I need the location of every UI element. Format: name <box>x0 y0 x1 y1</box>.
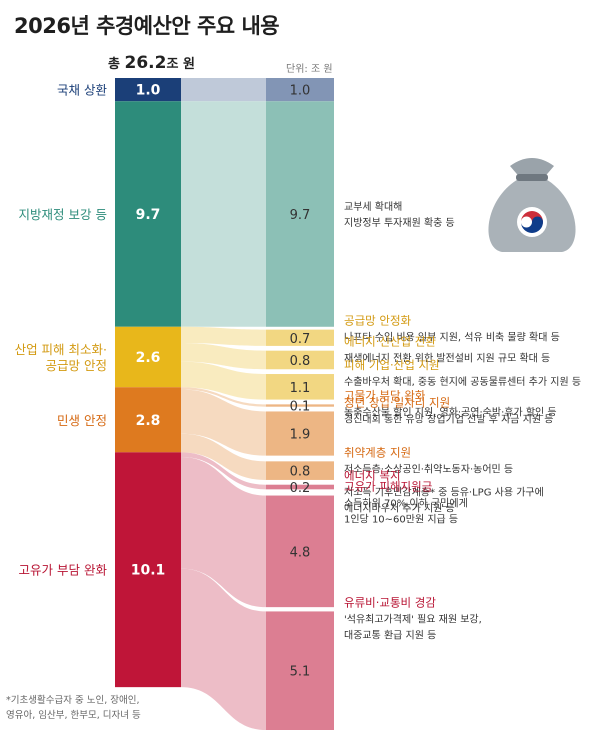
item-value-label: 0.1 <box>290 400 311 415</box>
footnote-line: 영유아, 임산부, 한부모, 디자녀 등 <box>6 710 141 721</box>
item-value-label: 0.8 <box>290 354 311 369</box>
flow-band <box>181 326 266 346</box>
flow-band <box>181 568 266 730</box>
flow-band <box>181 101 266 327</box>
category-value-label: 10.1 <box>131 563 166 579</box>
item-title: 에너지 복지 <box>344 469 401 483</box>
item-description: 수출바우처 확대, 중동 현지에 공동물류센터 추가 지원 등 <box>344 376 581 388</box>
item-description: '석유최고가격제' 필요 재원 보강, <box>344 612 482 625</box>
item-title: 청년 창업·일자리 지원 <box>344 395 450 409</box>
flow-band <box>181 78 266 102</box>
item-bar <box>266 411 334 456</box>
item-title: 유류비·교통비 경감 <box>344 595 436 609</box>
item-bar <box>266 374 334 400</box>
flow-band <box>181 387 266 407</box>
footnote: *기초생활수급자 중 노인, 장애인, 영유아, 임산부, 한부모, 디자녀 등 <box>6 693 141 723</box>
footnote-line: *기초생활수급자 중 노인, 장애인, <box>6 695 140 706</box>
category-value-label: 2.6 <box>136 350 161 366</box>
item-bar <box>266 78 334 102</box>
total-suffix: 조 원 <box>166 57 195 72</box>
item-value-label: 9.7 <box>290 208 311 223</box>
item-description: 1인당 10~60만원 지급 등 <box>344 514 458 526</box>
item-value-label: 0.8 <box>290 465 311 480</box>
category-label: 고유가 부담 완화 <box>19 563 108 578</box>
item-title: 피해 기업·산업 지원 <box>344 358 440 372</box>
item-value-label: 1.9 <box>290 428 311 443</box>
category-label: 민생 안정 <box>57 413 107 428</box>
category-bar <box>115 452 181 688</box>
item-description: 대중교통 환급 지원 등 <box>344 629 436 641</box>
category-bar <box>115 101 181 327</box>
item-description: 나프타 수입 비용 일부 지원, 석유 비축 물량 확대 등 <box>344 331 560 344</box>
flow-band <box>181 343 266 370</box>
total-amount: 총 26.2조 원 <box>108 53 195 73</box>
item-title: 공급망 안정화 <box>344 314 412 328</box>
item-value-label: 1.0 <box>290 84 311 99</box>
item-bar <box>266 484 334 490</box>
item-bar <box>266 495 334 608</box>
item-description: 저소득 기후민감계층* 중 등유·LPG 사용 가구에 <box>344 487 544 499</box>
item-description: 소득하위 70% 이하 국민에게 <box>344 497 468 510</box>
flow-band <box>181 456 266 608</box>
item-value-label: 5.1 <box>290 665 311 680</box>
item-description: 교부세 확대해 <box>344 200 402 213</box>
total-value: 26.2 <box>124 53 167 73</box>
item-title: 취약계층 지원 <box>344 445 411 459</box>
item-description: 농축수산물 할인 지원, 영화·공연·숙박·휴가 할인 등 <box>344 406 557 418</box>
category-bar <box>115 387 181 453</box>
item-title: 에너지·신산업 전환 <box>344 335 436 349</box>
flow-band <box>181 361 266 400</box>
item-value-label: 0.2 <box>290 481 311 496</box>
category-label: 공급망 안정 <box>46 358 107 373</box>
item-bar <box>266 329 334 346</box>
flow-band <box>181 389 266 456</box>
item-title: 고유가 피해지원금 <box>344 480 432 494</box>
chart-title: 2026년 추경예산안 주요 내용 <box>14 14 280 38</box>
category-value-label: 1.0 <box>136 83 161 99</box>
item-bar <box>266 101 334 327</box>
category-bar <box>115 326 181 388</box>
item-bar <box>266 611 334 730</box>
taeguk-blue <box>521 216 543 233</box>
item-value-label: 0.7 <box>290 332 311 347</box>
item-description: 저소득층·소상공인·취약노동자·농어민 등 <box>344 463 513 475</box>
item-description: 경진대회 통한 유망 창업기업 선발 후 자금 지원 등 <box>344 412 553 425</box>
category-label: 국채 상환 <box>57 83 107 98</box>
category-label: 산업 피해 최소화· <box>15 342 107 357</box>
item-bar <box>266 350 334 370</box>
money-bag-tie <box>516 174 548 181</box>
category-value-label: 9.7 <box>136 207 161 223</box>
unit-label: 단위: 조 원 <box>286 64 333 75</box>
item-title: 고물가 부담 완화 <box>344 388 426 402</box>
item-value-label: 1.1 <box>290 381 311 396</box>
item-value-label: 4.8 <box>290 545 311 560</box>
item-bar <box>266 404 334 407</box>
category-value-label: 2.8 <box>136 413 161 429</box>
item-description: 지방정부 투자재원 확충 등 <box>344 217 455 229</box>
total-prefix: 총 <box>108 57 120 72</box>
category-bar <box>115 78 181 102</box>
item-description: 재생에너지 전환 위한 발전설비 지원 규모 확대 등 <box>344 352 550 365</box>
item-description: 에너지바우처 추가 지원 등 <box>344 503 455 515</box>
flow-band <box>181 452 266 490</box>
item-bar <box>266 461 334 480</box>
category-label: 지방재정 보강 등 <box>19 207 107 222</box>
flow-band <box>181 433 266 480</box>
